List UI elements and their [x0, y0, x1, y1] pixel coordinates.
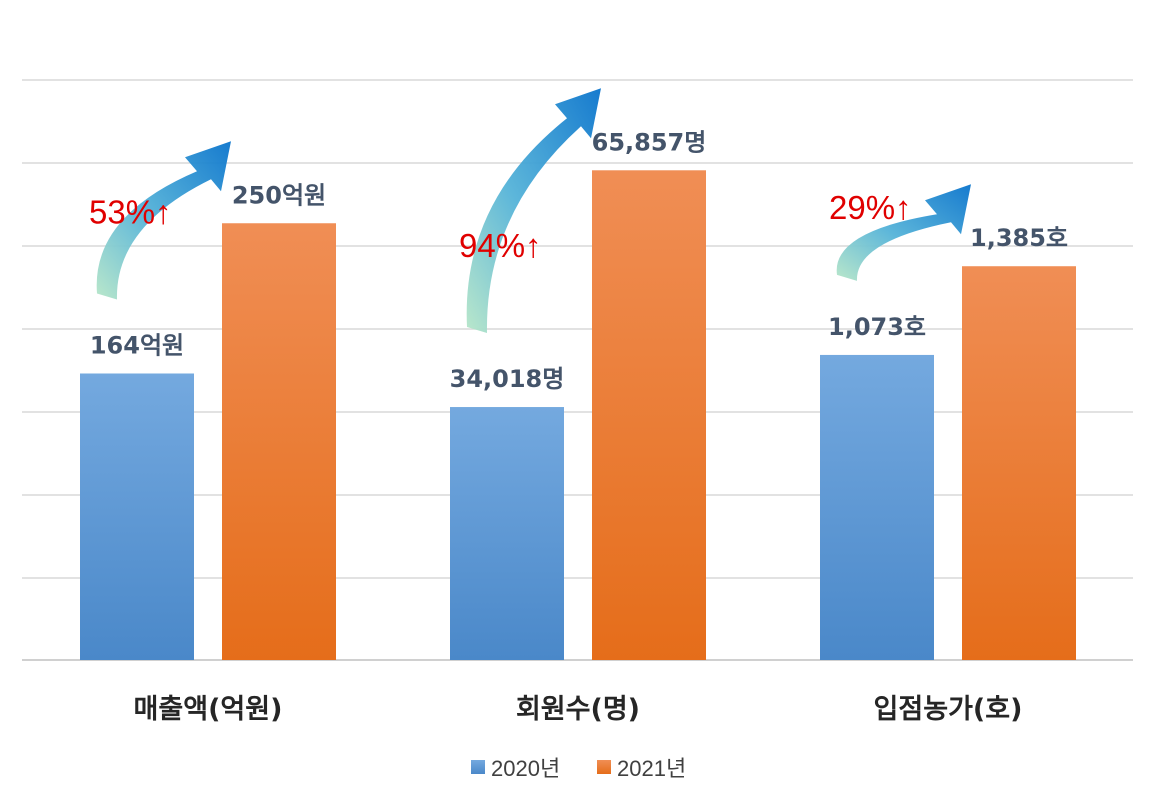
legend-swatch-2020	[471, 760, 485, 774]
growth-label-2: 29%↑	[829, 189, 912, 226]
category-label-2: 입점농가(호)	[874, 694, 1023, 725]
legend-swatch-2021	[597, 760, 611, 774]
category-label-0: 매출액(억원)	[134, 694, 283, 725]
growth-label-0: 53%↑	[89, 193, 172, 230]
bar-2021-1	[592, 170, 706, 660]
value-label-2020-0: 164억원	[90, 331, 184, 359]
growth-arrow-2	[836, 184, 971, 281]
category-label-1: 회원수(명)	[516, 694, 640, 725]
data-labels: 164억원 250억원 34,018명 65,857명 1,073호 1,385호 53%↑…	[89, 128, 1068, 393]
growth-arrows	[96, 88, 971, 334]
bar-2020-2	[820, 354, 934, 660]
bar-2021-2	[962, 266, 1076, 660]
value-label-2021-1: 65,857명	[592, 128, 707, 156]
legend-label-2021: 2021년	[617, 756, 686, 781]
bar-2021-0	[222, 223, 336, 661]
growth-arrow-0	[96, 141, 231, 300]
growth-arrow-1	[466, 88, 601, 334]
legend: 2020년 2021년	[471, 756, 686, 781]
value-label-2020-2: 1,073호	[828, 313, 926, 341]
bar-2020-1	[450, 407, 564, 660]
bar-2020-0	[80, 373, 194, 660]
value-label-2021-0: 250억원	[232, 181, 326, 209]
category-axis: 매출액(억원) 회원수(명) 입점농가(호)	[134, 694, 1023, 725]
value-label-2020-1: 34,018명	[450, 365, 565, 393]
growth-label-1: 94%↑	[459, 227, 542, 264]
bars	[80, 170, 1076, 661]
legend-label-2020: 2020년	[491, 756, 560, 781]
value-label-2021-2: 1,385호	[970, 224, 1068, 252]
